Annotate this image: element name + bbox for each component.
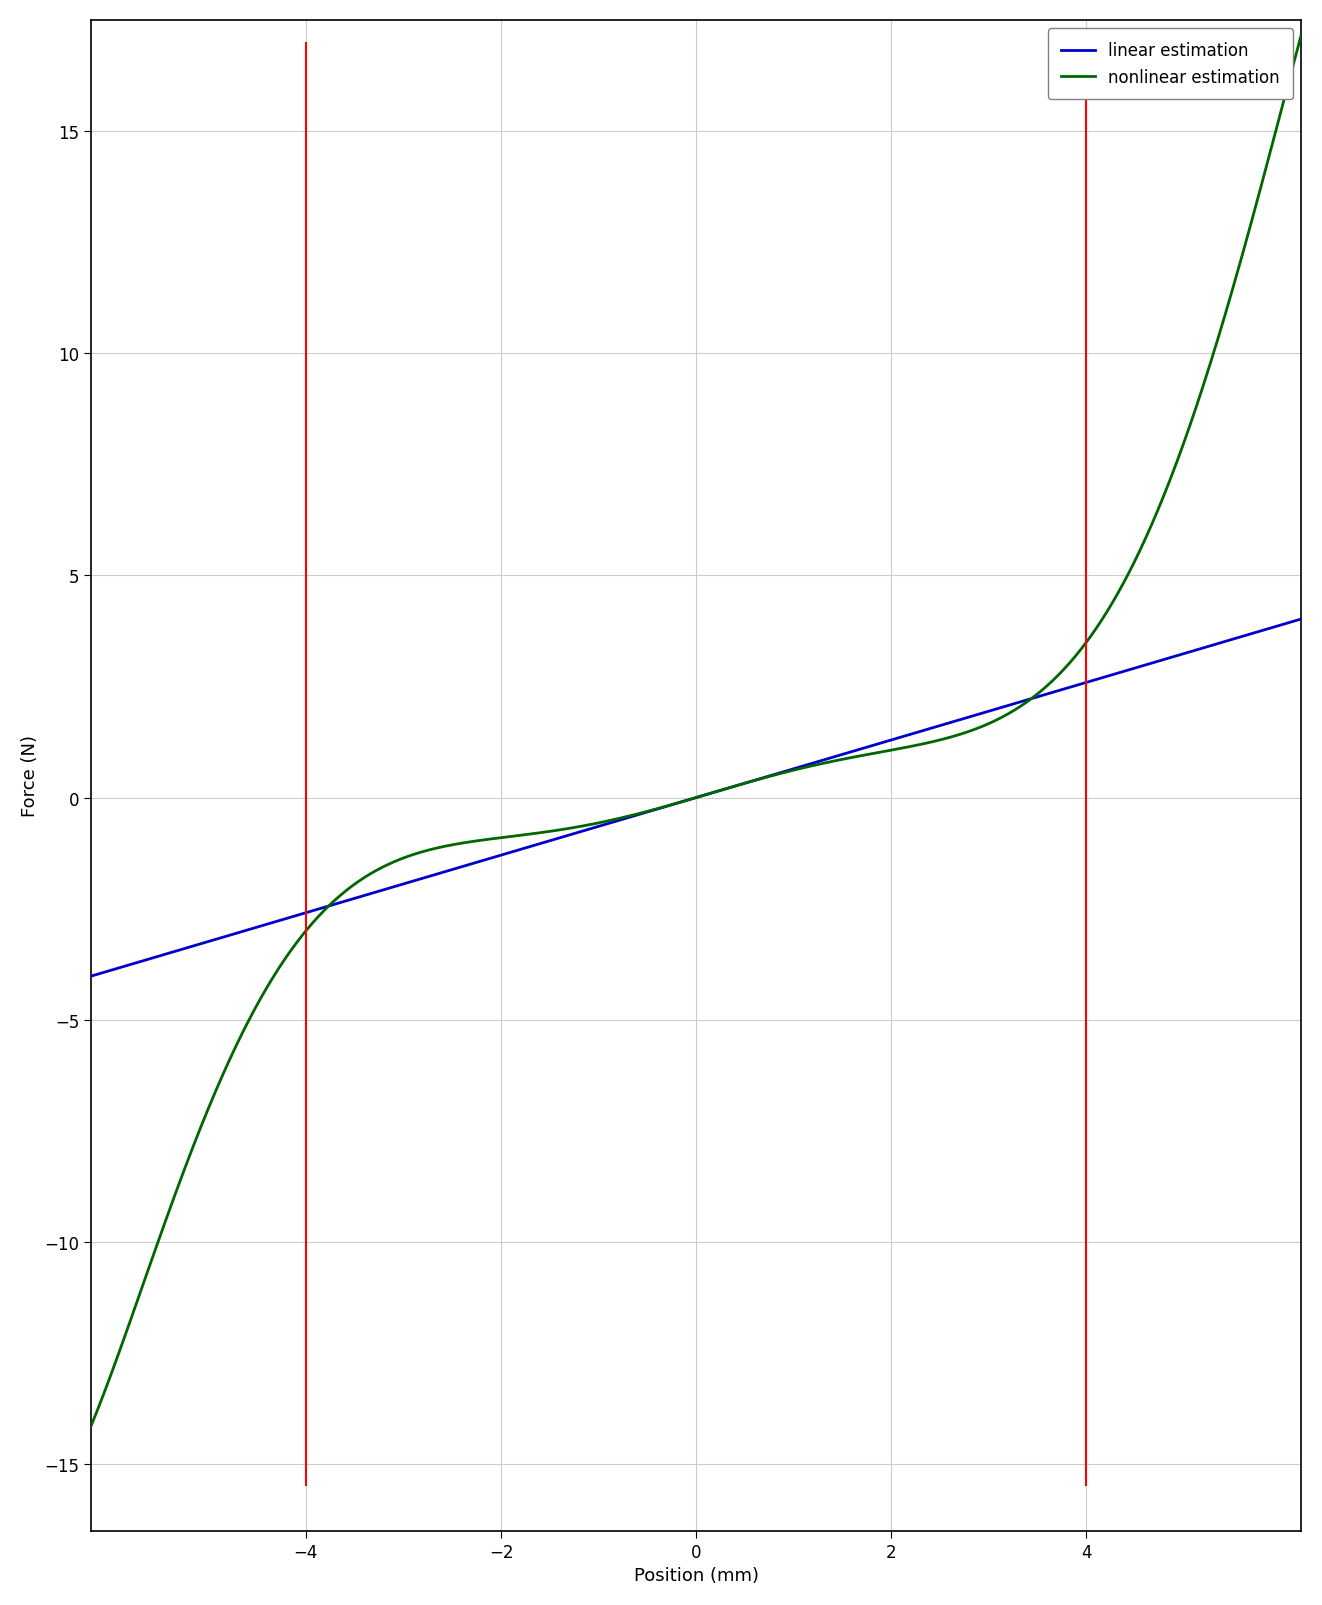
nonlinear estimation (1140, 526, 1155, 546)
Y-axis label: Force (N): Force (N) (21, 735, 38, 817)
nonlinear estimation (221, 1051, 237, 1071)
nonlinear estimation (83, 1416, 99, 1435)
linear estimation (83, 966, 99, 985)
linear estimation (221, 926, 237, 945)
nonlinear estimation (547, 822, 563, 841)
nonlinear estimation (1293, 26, 1309, 45)
X-axis label: Position (mm): Position (mm) (633, 1566, 759, 1584)
linear estimation (547, 830, 563, 849)
nonlinear estimation (1269, 116, 1285, 135)
Line: nonlinear estimation: nonlinear estimation (91, 35, 1301, 1425)
Legend: linear estimation, nonlinear estimation: linear estimation, nonlinear estimation (1048, 29, 1293, 100)
linear estimation (1140, 655, 1155, 674)
linear estimation (600, 814, 616, 833)
nonlinear estimation (293, 928, 309, 947)
linear estimation (293, 905, 309, 924)
nonlinear estimation (600, 812, 616, 831)
linear estimation (1293, 610, 1309, 629)
Line: linear estimation: linear estimation (91, 620, 1301, 976)
linear estimation (1269, 616, 1285, 636)
